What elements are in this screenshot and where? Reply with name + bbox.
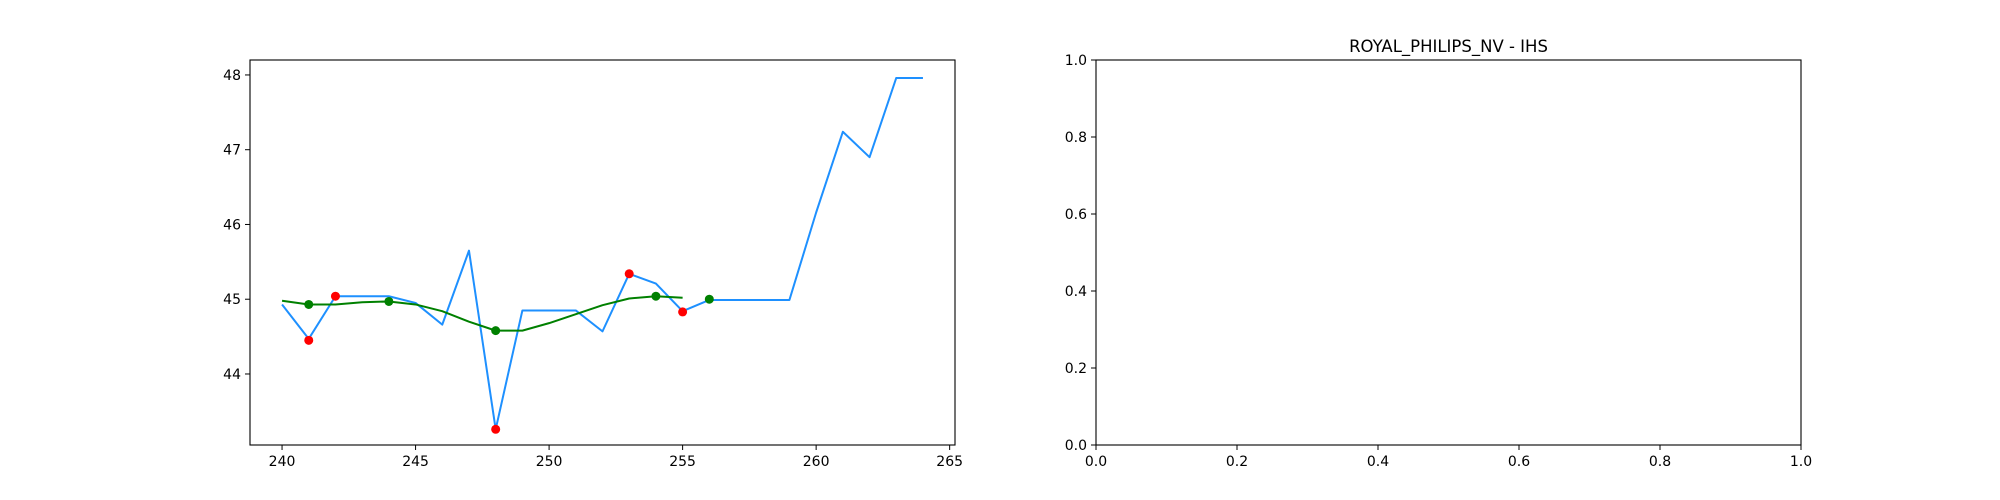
y-tick-label: 0.6: [1065, 207, 1087, 223]
scatter-point: [651, 291, 661, 301]
scatter-point: [304, 335, 314, 345]
x-tick-label: 265: [936, 454, 963, 470]
x-tick-label: 0.2: [1226, 454, 1248, 470]
x-tick-label: 0.6: [1508, 454, 1530, 470]
chart-title: ROYAL_PHILIPS_NV - IHS: [1349, 37, 1548, 57]
x-tick-label: 0.4: [1367, 454, 1389, 470]
y-tick-label: 0.2: [1065, 361, 1087, 377]
scatter-point: [491, 424, 501, 434]
scatter-point: [624, 269, 634, 279]
y-tick-label: 1.0: [1065, 53, 1087, 69]
y-tick-label: 46: [223, 217, 241, 233]
axes-frame: [1095, 59, 1802, 446]
series-line-0: [281, 76, 923, 431]
x-tick-label: 0.8: [1649, 454, 1671, 470]
x-tick-label: 245: [402, 454, 429, 470]
scatter-point: [491, 326, 501, 336]
y-tick-label: 44: [223, 367, 241, 383]
y-tick-label: 0.8: [1065, 130, 1087, 146]
x-tick-label: 255: [669, 454, 696, 470]
x-tick-label: 250: [536, 454, 563, 470]
scatter-point: [704, 294, 714, 304]
series-line-1: [281, 295, 683, 332]
y-tick-label: 47: [223, 143, 241, 159]
x-tick-label: 240: [269, 454, 296, 470]
scatter-point: [330, 291, 340, 301]
y-tick-label: 48: [223, 68, 241, 84]
x-tick-label: 1.0: [1790, 454, 1812, 470]
scatter-point: [678, 307, 688, 317]
chart-right: ROYAL_PHILIPS_NV - IHS 0.0 0.2 0.4 0.6 0.8 1.0…: [1065, 37, 1812, 470]
x-tick-label: 0.0: [1085, 454, 1107, 470]
chart-left: 240 245 250 255 260 265 44 45 46 47 48: [223, 59, 963, 470]
axes-frame: [249, 59, 956, 446]
y-tick-label: 45: [223, 292, 241, 308]
y-tick-label: 0.0: [1065, 438, 1087, 454]
scatter-point: [304, 299, 314, 309]
scatter-point: [384, 296, 394, 306]
y-tick-label: 0.4: [1065, 284, 1087, 300]
x-tick-label: 260: [803, 454, 830, 470]
